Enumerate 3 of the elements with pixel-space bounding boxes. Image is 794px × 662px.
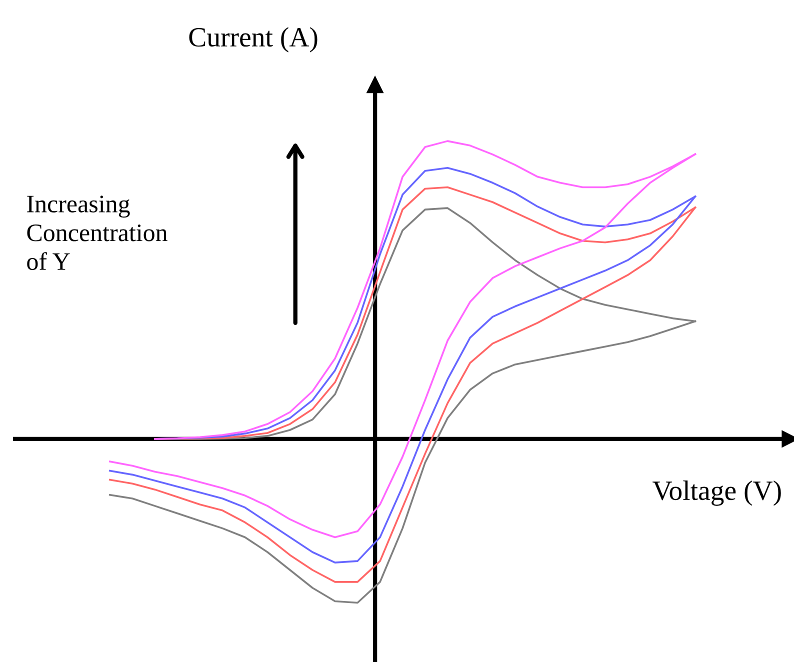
x-axis-title: Voltage (V) [652, 480, 781, 506]
annotation: Increasing Concentration of Y [27, 196, 168, 270]
y-axis-title: Current (A) [189, 27, 318, 52]
